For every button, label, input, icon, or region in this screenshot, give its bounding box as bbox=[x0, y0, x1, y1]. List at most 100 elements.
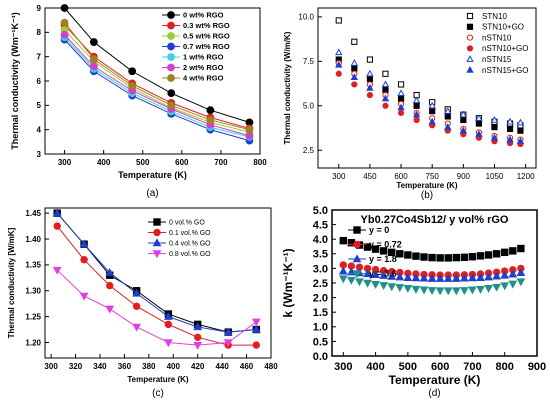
y-tick-label: 1.35 bbox=[25, 261, 41, 270]
data-point bbox=[516, 268, 526, 276]
legend-marker bbox=[167, 63, 175, 72]
chart-caption: (d) bbox=[428, 388, 440, 399]
legend-label: nSTN10 bbox=[482, 33, 512, 42]
data-point bbox=[366, 83, 374, 91]
series-line bbox=[64, 22, 250, 131]
data-point bbox=[412, 96, 421, 104]
data-point bbox=[492, 271, 502, 280]
data-point bbox=[366, 56, 374, 63]
data-point bbox=[89, 62, 98, 71]
data-point bbox=[459, 110, 468, 118]
data-point bbox=[490, 133, 499, 141]
data-point bbox=[444, 123, 452, 130]
data-point bbox=[89, 55, 98, 63]
legend-marker bbox=[353, 240, 361, 249]
x-tick-label: 700 bbox=[463, 361, 481, 373]
data-point bbox=[339, 236, 347, 245]
y-tick-label: 3 bbox=[37, 150, 42, 159]
data-point bbox=[492, 250, 501, 258]
data-point bbox=[251, 324, 261, 333]
data-point bbox=[193, 341, 203, 350]
data-point bbox=[451, 287, 461, 296]
data-point bbox=[419, 273, 429, 282]
chart-caption: (a) bbox=[146, 188, 158, 199]
legend-label: STN10+GO bbox=[482, 23, 524, 32]
legend-label: STN10 bbox=[482, 12, 507, 21]
data-point bbox=[366, 69, 374, 77]
data-point bbox=[382, 86, 389, 93]
x-axis-label: Temperature (K) bbox=[396, 181, 458, 190]
y-axis-label: Thermal conductivity (W/m/K) bbox=[283, 31, 292, 144]
data-point bbox=[128, 67, 137, 76]
data-point bbox=[335, 48, 343, 56]
data-point bbox=[252, 341, 261, 349]
legend-label: 2 wt% RGO bbox=[183, 63, 224, 72]
data-point bbox=[459, 126, 468, 134]
y-tick-label: 3.0 bbox=[313, 263, 328, 275]
legend-marker bbox=[466, 34, 474, 41]
x-tick-label: 900 bbox=[457, 172, 471, 181]
data-point bbox=[382, 102, 389, 109]
legend-marker bbox=[466, 12, 474, 20]
legend-label: 0.7 wt% RGO bbox=[183, 42, 230, 51]
data-point bbox=[52, 208, 62, 217]
x-tick-label: 340 bbox=[93, 362, 107, 371]
data-point bbox=[506, 117, 514, 125]
series-line bbox=[64, 34, 250, 137]
series-line bbox=[56, 269, 257, 346]
data-point bbox=[387, 283, 397, 292]
data-point bbox=[517, 127, 524, 134]
data-point bbox=[79, 239, 89, 248]
data-point bbox=[251, 318, 261, 327]
y-tick-label: 1.40 bbox=[25, 235, 41, 244]
data-point bbox=[452, 253, 460, 262]
legend-marker bbox=[167, 21, 175, 30]
x-axis-label: Temperature (K) bbox=[118, 170, 187, 180]
y-axis-label: Thermal conductivity [W/mK] bbox=[7, 227, 16, 338]
chart-c: 300 320 340 360 380 400 420 440 460 480 1.20 1.25 1.… bbox=[7, 207, 278, 399]
data-point bbox=[428, 117, 436, 125]
legend-marker bbox=[153, 228, 161, 237]
y-tick-label: 5 bbox=[37, 101, 42, 110]
data-point bbox=[476, 273, 485, 281]
y-tick-label: 1.5 bbox=[313, 307, 328, 319]
x-tick-label: 500 bbox=[136, 158, 150, 167]
data-point bbox=[516, 278, 526, 287]
data-point bbox=[413, 102, 420, 109]
x-axis-label: Temperature (K) bbox=[127, 375, 189, 384]
data-point bbox=[411, 273, 421, 282]
y-tick-label: 2.5 bbox=[303, 146, 315, 155]
data-point bbox=[132, 288, 141, 297]
x-tick-label: 1200 bbox=[517, 172, 535, 181]
legend-marker bbox=[153, 218, 161, 226]
y-tick-label: 6 bbox=[37, 77, 42, 86]
legend-marker bbox=[167, 42, 175, 51]
data-point bbox=[371, 245, 380, 253]
x-tick-label: 500 bbox=[399, 361, 417, 373]
data-point bbox=[428, 101, 436, 109]
data-point bbox=[444, 107, 452, 114]
legend-label: nSTN10+GO bbox=[482, 44, 528, 53]
legend-marker bbox=[466, 23, 474, 30]
data-point bbox=[381, 80, 390, 88]
data-point bbox=[79, 292, 89, 301]
legend-label: 0.8 vol.% GO bbox=[169, 251, 211, 258]
y-tick-label: 4.0 bbox=[313, 234, 328, 246]
x-tick-label: 750 bbox=[426, 172, 440, 181]
data-point bbox=[420, 253, 428, 261]
legend-marker bbox=[353, 226, 361, 234]
y-tick-label: 7.5 bbox=[303, 57, 315, 66]
legend-marker bbox=[466, 55, 474, 62]
chart-d: 300 400 500 600 700 800 900 0.0 0.5 1.0 1.5 2.0 2.5 3… bbox=[281, 205, 546, 399]
y-tick-label: 7 bbox=[37, 52, 42, 61]
x-tick-label: 480 bbox=[264, 362, 278, 371]
data-point bbox=[371, 270, 380, 279]
x-tick-label: 400 bbox=[97, 158, 111, 167]
data-point bbox=[363, 279, 372, 288]
legend-label: 0 vol.% GO bbox=[169, 219, 205, 226]
data-point bbox=[395, 284, 405, 293]
data-point bbox=[419, 286, 429, 295]
data-point bbox=[429, 108, 436, 115]
data-point bbox=[80, 256, 88, 264]
